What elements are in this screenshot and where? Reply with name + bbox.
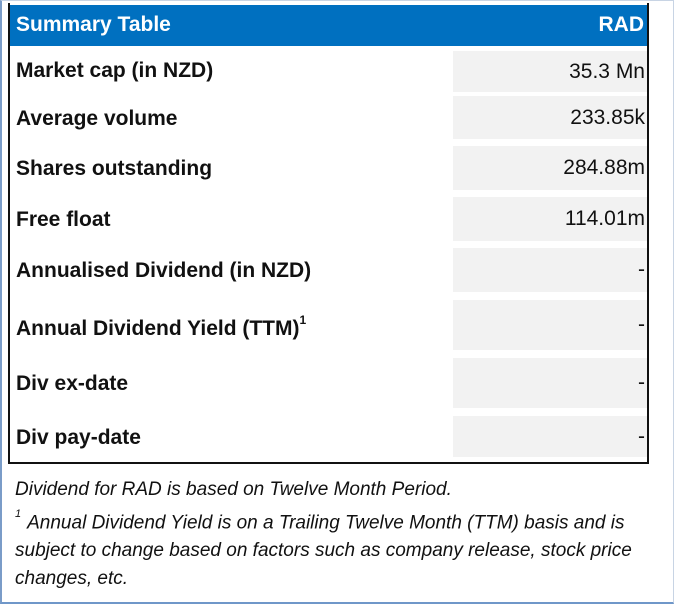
table-row: Annual Dividend Yield (TTM)1 - <box>10 300 647 350</box>
summary-table: Summary Table RAD Market cap (in NZD) 35… <box>8 3 649 464</box>
row-label: Div ex-date <box>16 372 129 395</box>
table-header: Summary Table RAD <box>10 5 647 46</box>
table-row: Div pay-date - <box>10 416 647 457</box>
row-value: 114.01m <box>453 197 647 241</box>
footnote-number: 1 <box>15 508 22 520</box>
table-row: Free float 114.01m <box>10 197 647 241</box>
table-title: Summary Table <box>16 13 171 36</box>
row-value: - <box>453 416 647 457</box>
row-label: Average volume <box>16 107 178 130</box>
row-label: Div pay-date <box>16 426 141 449</box>
table-row: Market cap (in NZD) 35.3 Mn <box>10 51 647 92</box>
row-label: Annualised Dividend (in NZD) <box>16 259 312 282</box>
footnote: 1 Annual Dividend Yield is on a Trailing … <box>15 504 655 593</box>
row-label: Free float <box>16 208 111 231</box>
row-value: - <box>453 358 647 408</box>
table-row: Average volume 233.85k <box>10 96 647 139</box>
row-label: Shares outstanding <box>16 157 213 180</box>
table-row: Annualised Dividend (in NZD) - <box>10 248 647 292</box>
row-value: 233.85k <box>453 96 647 139</box>
footnote-text: Annual Dividend Yield is on a Trailing T… <box>15 512 632 590</box>
ticker-label: RAD <box>598 13 645 36</box>
row-label-text: Annual Dividend Yield (TTM) <box>16 317 300 340</box>
row-value: 284.88m <box>453 146 647 190</box>
row-label: Annual Dividend Yield (TTM)1 <box>16 313 307 341</box>
table-notes: Dividend for RAD is based on Twelve Mont… <box>15 476 655 593</box>
footnote-marker: 1 <box>299 313 307 327</box>
table-row: Div ex-date - <box>10 358 647 408</box>
row-value: - <box>453 300 647 350</box>
row-value: 35.3 Mn <box>453 51 647 92</box>
table-row: Shares outstanding 284.88m <box>10 146 647 190</box>
dividend-period-note: Dividend for RAD is based on Twelve Mont… <box>15 479 452 500</box>
row-label: Market cap (in NZD) <box>16 59 214 82</box>
row-value: - <box>453 248 647 292</box>
